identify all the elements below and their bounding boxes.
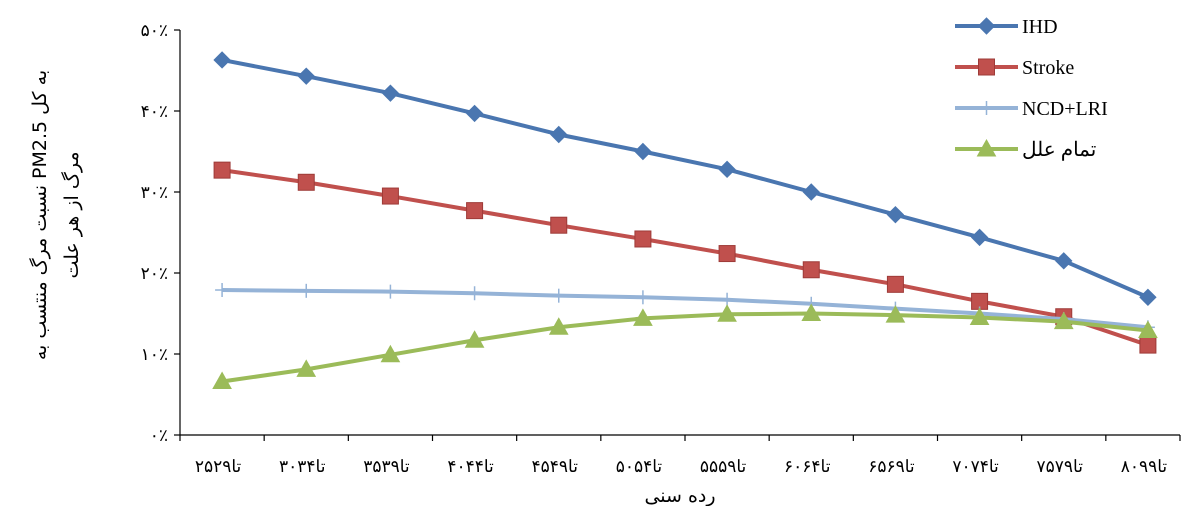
data-point bbox=[297, 67, 315, 85]
x-tick-label: ۸۰تا۹۹ bbox=[1121, 457, 1168, 477]
data-point bbox=[465, 104, 484, 123]
data-point bbox=[718, 160, 736, 179]
legend-entry: Stroke bbox=[955, 57, 1074, 79]
x-tick-label: ۴۰تا۴۴ bbox=[447, 457, 494, 477]
data-point bbox=[296, 359, 317, 377]
x-tick-label: ۶۰تا۶۴ bbox=[784, 457, 831, 477]
legend-label: Stroke bbox=[1022, 57, 1074, 79]
data-point bbox=[717, 304, 737, 322]
data-point bbox=[383, 284, 398, 299]
data-point bbox=[381, 187, 399, 205]
legend-marker bbox=[977, 17, 996, 35]
legend-label: NCD+LRI bbox=[1022, 98, 1108, 120]
data-point bbox=[467, 286, 482, 301]
data-point bbox=[885, 305, 906, 323]
legend-entry: تمام علل bbox=[955, 138, 1096, 161]
data-point bbox=[970, 228, 989, 247]
data-point bbox=[1139, 288, 1157, 307]
data-point bbox=[212, 371, 232, 390]
data-point bbox=[213, 161, 231, 179]
data-point bbox=[215, 283, 230, 298]
series-line bbox=[222, 288, 1149, 330]
data-point bbox=[802, 261, 820, 279]
y-tick-label: ۱۰٪ bbox=[141, 345, 168, 365]
data-point bbox=[551, 288, 566, 303]
y-tick-label: ۴۰٪ bbox=[141, 102, 168, 122]
x-ticks: ۲۵تا۲۹ ۳۰تا۳۴ ۳۵تا۳۹ ۴۰تا۴۴ ۴۵تا۴۹ ۵۰تا۵۴ ۵۵تا… bbox=[179, 435, 1181, 477]
series-0 bbox=[213, 51, 1157, 307]
x-tick-label: ۵۰تا۵۴ bbox=[616, 457, 663, 477]
data-point bbox=[1138, 320, 1158, 339]
legend-marker bbox=[976, 138, 997, 157]
data-point bbox=[213, 51, 231, 69]
x-tick-label: ۷۵تا۷۹ bbox=[1037, 457, 1084, 477]
data-point bbox=[886, 205, 905, 224]
series-line bbox=[221, 168, 1149, 347]
legend: IHD Stroke NCD+LRI تمام علل bbox=[955, 16, 1108, 161]
legend-marker bbox=[978, 58, 995, 76]
x-tick-label: ۷۰تا۷۴ bbox=[952, 457, 999, 477]
data-point bbox=[634, 142, 652, 161]
data-point bbox=[886, 275, 904, 293]
x-tick-label: ۲۵تا۲۹ bbox=[195, 457, 242, 477]
data-point bbox=[466, 202, 484, 220]
y-tick-label: ۲۰٪ bbox=[141, 264, 168, 284]
data-point bbox=[380, 344, 401, 363]
y-axis-title-line2: مرگ از هر علت bbox=[61, 151, 83, 278]
y-tick-label: ۰٪ bbox=[150, 426, 168, 446]
data-point bbox=[801, 303, 822, 321]
data-point bbox=[718, 245, 736, 263]
data-point bbox=[969, 307, 990, 326]
data-point bbox=[635, 290, 650, 305]
data-point bbox=[550, 216, 568, 234]
series-1 bbox=[213, 161, 1157, 354]
data-point bbox=[634, 230, 652, 248]
legend-label: تمام علل bbox=[1022, 139, 1096, 161]
data-point bbox=[381, 84, 400, 102]
x-axis-title: رده سنی bbox=[644, 485, 715, 506]
data-point bbox=[1055, 252, 1073, 270]
y-axis-title: نسبت مرگ منتسب به PM2.5 به کل مرگ از هر … bbox=[29, 70, 83, 360]
data-point bbox=[550, 125, 568, 144]
series-layer bbox=[212, 51, 1158, 390]
legend-label: IHD bbox=[1022, 16, 1058, 38]
data-point bbox=[548, 317, 569, 335]
data-point bbox=[1053, 311, 1074, 330]
y-tick-label: ۳۰٪ bbox=[141, 183, 168, 203]
data-point bbox=[802, 183, 820, 201]
x-tick-label: ۳۰تا۳۴ bbox=[279, 457, 326, 477]
series-3 bbox=[212, 303, 1158, 390]
data-point bbox=[297, 173, 315, 191]
data-point bbox=[1139, 336, 1157, 354]
series-line bbox=[221, 58, 1149, 300]
legend-entry: IHD bbox=[955, 16, 1058, 38]
series-line bbox=[221, 311, 1149, 384]
legend-marker bbox=[979, 101, 994, 115]
data-point bbox=[299, 283, 314, 298]
data-point bbox=[464, 330, 485, 348]
data-point bbox=[633, 308, 653, 326]
axes bbox=[179, 30, 1180, 436]
y-axis-title-line1: نسبت مرگ منتسب به PM2.5 به کل bbox=[29, 70, 51, 360]
x-tick-label: ۴۵تا۴۹ bbox=[532, 457, 579, 477]
x-tick-label: ۳۵تا۳۹ bbox=[363, 457, 410, 477]
legend-entry: NCD+LRI bbox=[955, 98, 1108, 120]
y-ticks: ۰٪ ۱۰٪ ۲۰٪ ۳۰٪ ۴۰٪ ۵۰٪ bbox=[141, 21, 180, 446]
x-tick-label: ۶۵تا۶۹ bbox=[868, 457, 915, 477]
y-tick-label: ۵۰٪ bbox=[141, 21, 168, 41]
x-tick-label: ۵۵تا۵۹ bbox=[700, 457, 747, 477]
